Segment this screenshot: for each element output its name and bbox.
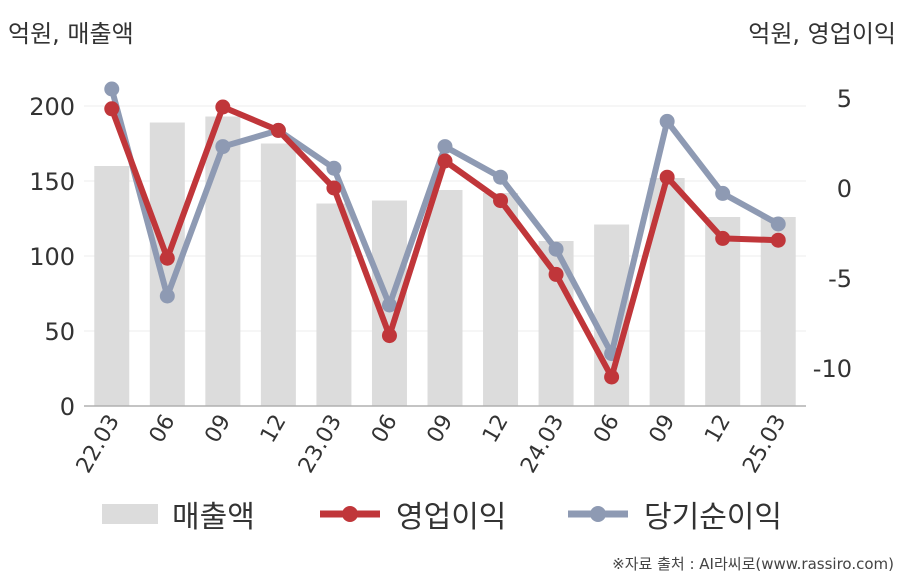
x-tick-label: 09 [423, 411, 459, 448]
point-net-income [104, 81, 120, 97]
x-tick-label: 12 [256, 411, 292, 448]
x-tick-label: 09 [645, 411, 681, 448]
legend-swatch-operating-profit [320, 506, 380, 522]
point-net-income [659, 113, 675, 129]
x-tick-label: 23.03 [294, 411, 347, 478]
left-tick-label: 0 [60, 393, 75, 421]
left-tick-label: 200 [29, 93, 75, 121]
x-tick-label: 09 [200, 411, 236, 448]
left-tick-label: 50 [44, 318, 75, 346]
point-net-income [159, 288, 175, 304]
bar-revenue [705, 217, 741, 406]
legend-swatch-revenue [102, 504, 158, 524]
bar-revenue [260, 143, 296, 406]
x-tick-label: 12 [700, 411, 736, 448]
legend-item-operating-profit: 영업이익 [318, 492, 506, 536]
point-net-income [548, 241, 564, 257]
right-tick-label: 5 [837, 85, 852, 113]
point-net-income [326, 160, 342, 176]
point-operating-profit [270, 122, 286, 138]
point-operating-profit [381, 328, 397, 344]
bar-revenue [760, 217, 796, 406]
bar-revenue [205, 116, 241, 406]
legend-label-operating-profit: 영업이익 [396, 500, 507, 535]
right-axis-unit: 억원, 영업이익 [748, 20, 896, 48]
legend-item-revenue: 매출액 [102, 492, 255, 536]
legend: 매출액 영업이익 당기순이익 [0, 492, 908, 536]
x-tick-label: 06 [145, 411, 181, 448]
right-tick-label: -10 [813, 355, 852, 383]
point-operating-profit [659, 169, 675, 185]
point-operating-profit [104, 101, 120, 117]
point-net-income [437, 139, 453, 155]
x-tick-label: 25.03 [738, 411, 791, 478]
legend-label-net-income: 당기순이익 [644, 500, 782, 535]
left-axis-unit: 억원, 매출액 [8, 20, 134, 48]
x-tick-label: 12 [478, 411, 514, 448]
x-tick-label: 06 [367, 411, 403, 448]
bar-revenue [94, 166, 130, 406]
bar-revenue [538, 241, 574, 406]
legend-label-revenue: 매출액 [172, 500, 255, 535]
source-note: ※자료 출처 : AI라씨로(www.rassiro.com) [612, 555, 894, 573]
point-operating-profit [548, 266, 564, 282]
point-operating-profit [159, 250, 175, 266]
point-operating-profit [770, 232, 786, 248]
right-tick-label: 0 [837, 175, 852, 203]
point-operating-profit [715, 230, 731, 246]
bar-revenue [483, 193, 519, 406]
point-net-income [493, 169, 509, 185]
left-tick-label: 150 [29, 168, 75, 196]
point-operating-profit [493, 193, 509, 209]
bar-revenue [316, 203, 352, 406]
x-tick-label: 22.03 [72, 411, 125, 478]
legend-swatch-net-income [568, 506, 628, 522]
point-operating-profit [604, 369, 620, 385]
point-net-income [715, 185, 731, 201]
point-operating-profit [326, 180, 342, 196]
right-tick-label: -5 [828, 265, 852, 293]
point-operating-profit [215, 99, 231, 115]
left-tick-label: 100 [29, 243, 75, 271]
point-net-income [770, 216, 786, 232]
point-net-income [381, 297, 397, 313]
x-tick-label: 06 [589, 411, 625, 448]
point-operating-profit [437, 153, 453, 169]
point-net-income [215, 139, 231, 155]
legend-item-net-income: 당기순이익 [566, 492, 782, 536]
bar-revenue [427, 190, 463, 406]
x-tick-label: 24.03 [516, 411, 569, 478]
